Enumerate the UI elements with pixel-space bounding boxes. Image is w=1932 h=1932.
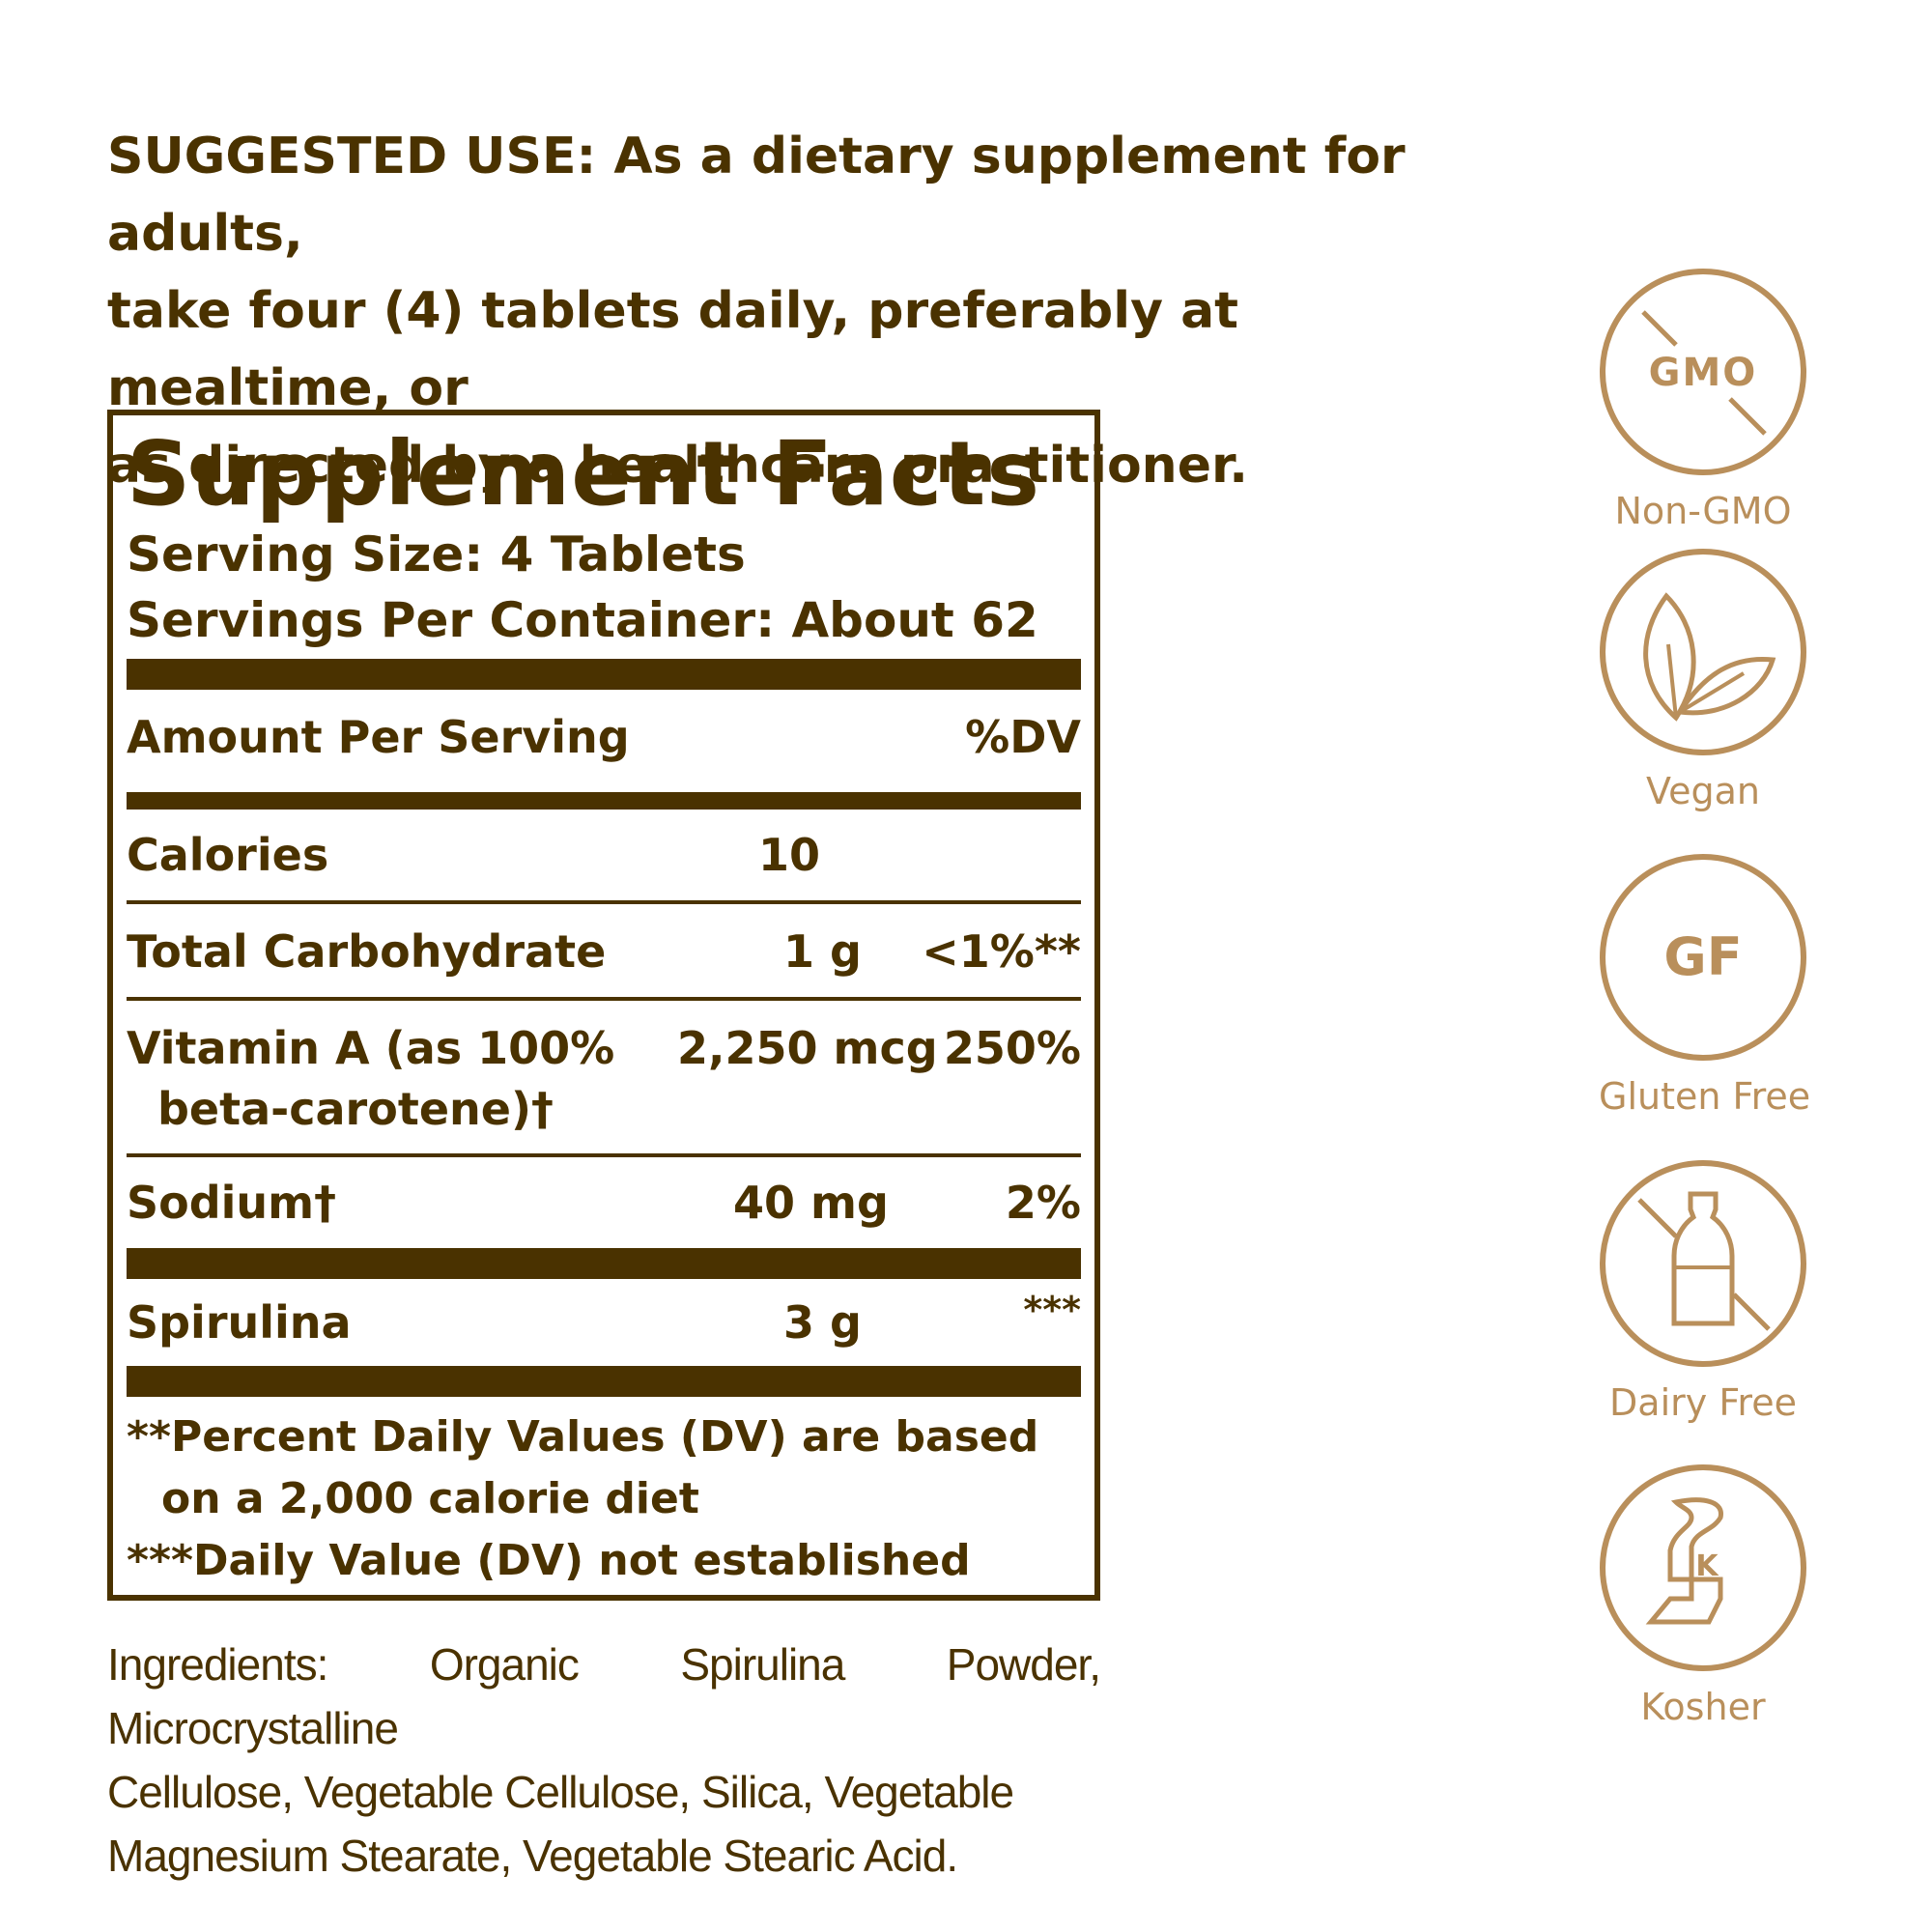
badge-label: Vegan: [1646, 770, 1760, 812]
divider: [127, 997, 1081, 1001]
row-amount: 3 g: [783, 1296, 862, 1349]
badge-non-gmo: GMO Non-GMO: [1599, 268, 1807, 532]
row-amount: 2,250 mcg: [677, 1022, 938, 1074]
badge-label: Gluten Free: [1599, 1075, 1811, 1118]
row-dv: 2%: [1005, 1177, 1081, 1229]
header-amount: Amount Per Serving: [127, 711, 630, 763]
ingredients: Ingredients: Organic Spirulina Powder, M…: [107, 1633, 1101, 1888]
serving-size: Serving Size: 4 Tablets: [127, 526, 746, 582]
table-row: Sodium† 40 mg 2%: [127, 1157, 1081, 1248]
supplement-facts-panel: Supplement Facts Serving Size: 4 Tablets…: [107, 410, 1100, 1601]
footnote: ***Daily Value (DV) not established: [127, 1536, 971, 1585]
row-amount: 1 g: [783, 925, 862, 978]
divider: [127, 900, 1081, 904]
table-row: Total Carbohydrate 1 g <1%**: [127, 904, 1081, 997]
header-dv: %DV: [965, 711, 1081, 763]
divider: [127, 1153, 1081, 1157]
divider: [127, 659, 1081, 690]
badge-gluten-free: GF Gluten Free: [1599, 853, 1811, 1118]
row-name: Sodium†: [127, 1177, 337, 1229]
leaves-icon: [1600, 549, 1806, 755]
table-row: Spirulina 3 g ***: [127, 1279, 1081, 1366]
badge-kosher: K Kosher: [1599, 1463, 1807, 1728]
milk-bottle-crossed-icon: [1600, 1160, 1806, 1367]
divider: [127, 792, 1081, 810]
suggested-use-line: as directed by a healthcare practitioner…: [107, 437, 1248, 495]
kosher-icon: K: [1600, 1464, 1806, 1671]
table-row: Calories 10: [127, 810, 1081, 900]
badge-vegan: Vegan: [1599, 548, 1807, 812]
row-amount: 10: [758, 829, 821, 881]
servings-per-container: Servings Per Container: About 62: [127, 592, 1038, 648]
row-name: Calories: [127, 829, 329, 881]
suggested-use-line: SUGGESTED USE: As a dietary supplement f…: [107, 128, 1406, 263]
ingredients-line: Ingredients: Organic Spirulina Powder, M…: [107, 1639, 1101, 1753]
gf-icon: GF: [1600, 854, 1806, 1061]
row-name: Vitamin A (as 100%: [127, 1022, 615, 1074]
table-row: Vitamin A (as 100% beta-carotene)† 2,250…: [127, 1001, 1081, 1153]
divider: [127, 1248, 1081, 1279]
header-row: Amount Per Serving %DV: [127, 690, 1081, 792]
row-name-continued: beta-carotene)†: [157, 1083, 554, 1135]
row-dv: ***: [1023, 1289, 1081, 1331]
gmo-crossed-icon: GMO: [1600, 269, 1806, 475]
badge-dairy-free: Dairy Free: [1599, 1159, 1807, 1424]
badge-label: Non-GMO: [1614, 490, 1792, 532]
row-amount: 40 mg: [733, 1177, 889, 1229]
footnote: on a 2,000 calorie diet: [161, 1474, 699, 1523]
ingredients-line: Cellulose, Vegetable Cellulose, Silica, …: [107, 1767, 1014, 1817]
row-name: Total Carbohydrate: [127, 925, 607, 978]
divider: [127, 1366, 1081, 1397]
suggested-use: SUGGESTED USE: As a dietary supplement f…: [107, 118, 1489, 504]
row-dv: 250%: [943, 1022, 1081, 1074]
suggested-use-line: take four (4) tablets daily, preferably …: [107, 282, 1239, 417]
gmo-icon-text: GMO: [1649, 351, 1758, 395]
badge-label: Kosher: [1640, 1686, 1766, 1728]
gf-icon-text: GF: [1663, 926, 1742, 987]
row-name: Spirulina: [127, 1296, 352, 1349]
footnote: **Percent Daily Values (DV) are based: [127, 1412, 1039, 1462]
footnotes: **Percent Daily Values (DV) are based on…: [127, 1406, 1081, 1592]
facts-title: Supplement Facts: [127, 422, 1040, 526]
kosher-icon-text: K: [1695, 1549, 1719, 1583]
ingredients-line: Magnesium Stearate, Vegetable Stearic Ac…: [107, 1831, 958, 1881]
badge-label: Dairy Free: [1609, 1381, 1797, 1424]
row-dv: <1%**: [922, 925, 1081, 978]
